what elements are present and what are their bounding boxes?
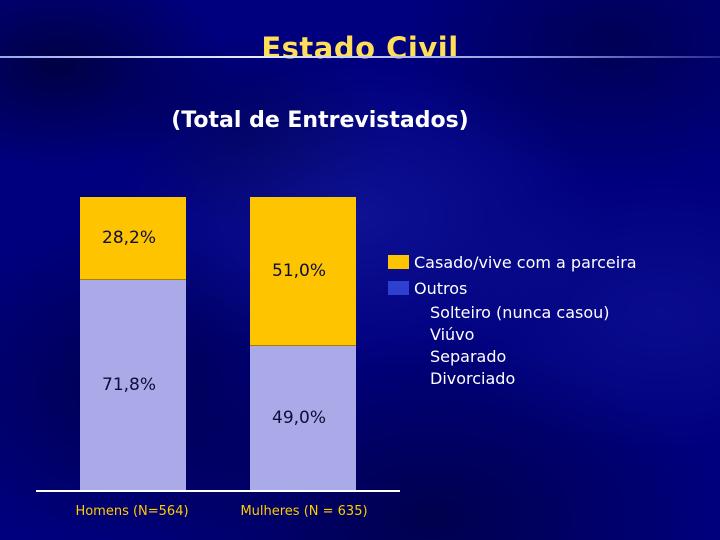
data-label: 28,2% [102, 227, 157, 248]
slide-subtitle: (Total de Entrevistados) [171, 108, 469, 134]
stacked-bar-chart: 28,2% 71,8% 51,0% 49,0% [0, 197, 720, 490]
bar-mulheres-segment-casado: 51,0% [250, 197, 356, 347]
legend-item-casado: Casado/vive com a parceira [388, 250, 698, 274]
title-divider [0, 56, 720, 58]
bar-mulheres: 51,0% 49,0% [250, 197, 356, 490]
legend-label-casado: Casado/vive com a parceira [414, 252, 637, 272]
x-axis-line [36, 490, 400, 492]
data-label: 51,0% [272, 261, 327, 282]
category-label-homens: Homens (N=564) [75, 504, 189, 519]
legend-sub-solteiro: Solteiro (nunca casou) [430, 303, 610, 322]
legend-sub-divorciado: Divorciado [430, 369, 516, 388]
legend-item-outros: Outros [388, 276, 698, 300]
bar-homens-segment-casado: 28,2% [80, 197, 186, 280]
legend-sub-separado: Separado [430, 347, 507, 366]
chart-legend: Casado/vive com a parceira Outros Soltei… [388, 250, 698, 390]
bar-mulheres-segment-outros: 49,0% [250, 346, 356, 490]
bar-homens: 28,2% 71,8% [80, 197, 186, 490]
category-label-mulheres: Mulheres (N = 635) [240, 504, 368, 519]
legend-swatch-outros [388, 281, 409, 295]
legend-sub-viuvo: Viúvo [430, 325, 475, 344]
legend-label-outros: Outros [414, 278, 468, 298]
slide-title: Estado Civil [261, 31, 459, 66]
bar-homens-segment-outros: 71,8% [80, 279, 186, 490]
data-label: 49,0% [272, 408, 327, 429]
legend-swatch-casado [388, 255, 409, 269]
data-label: 71,8% [102, 374, 157, 395]
